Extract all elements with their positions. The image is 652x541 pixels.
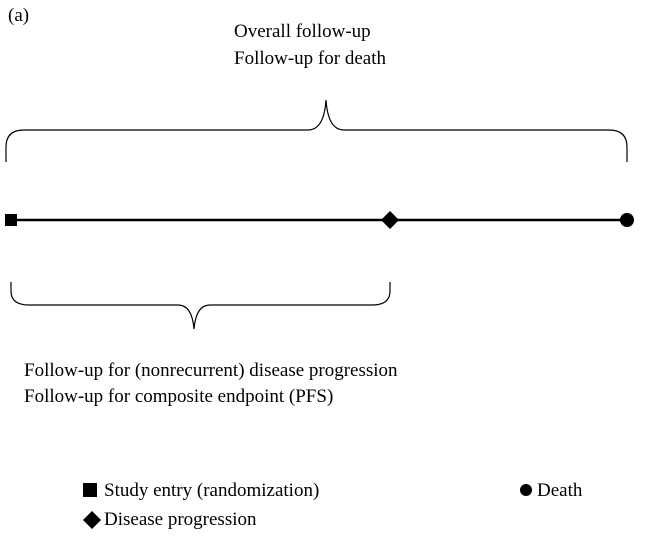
death-marker xyxy=(620,213,634,227)
panel-label: (a) xyxy=(8,5,30,26)
bottom-brace xyxy=(10,282,391,330)
top-brace xyxy=(5,99,628,162)
death-follow-up-label: Follow-up for death xyxy=(234,48,386,69)
progression-follow-up-label: Follow-up for (nonrecurrent) disease pro… xyxy=(24,360,398,381)
legend-diamond-marker xyxy=(83,511,101,529)
legend-death: Death xyxy=(537,480,583,501)
study-entry-marker xyxy=(5,214,17,226)
overall-follow-up-label: Overall follow-up xyxy=(234,21,371,42)
composite-endpoint-label: Follow-up for composite endpoint (PFS) xyxy=(24,386,334,407)
legend-disease-progression: Disease progression xyxy=(104,509,257,530)
legend-study-entry: Study entry (randomization) xyxy=(104,480,320,501)
legend-square-marker xyxy=(83,483,97,497)
legend-circle-marker xyxy=(520,484,532,496)
disease-progression-marker xyxy=(381,211,399,229)
